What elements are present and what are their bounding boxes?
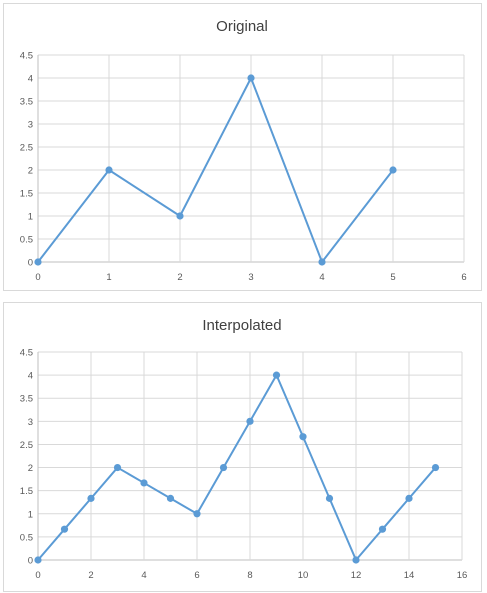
series-line (37, 374, 437, 561)
y-tick-label: 2.5 (20, 440, 33, 451)
y-tick-label: 0 (28, 258, 33, 269)
data-point (272, 371, 281, 379)
y-tick-label: 3 (28, 120, 33, 131)
data-point (219, 463, 228, 472)
x-tick-label: 0 (35, 570, 40, 581)
x-tick-label: 3 (248, 272, 253, 283)
chart-interpolated-svg: Interpolated 0 0.5 1 1.5 2 2.5 3 3.5 4 4.5 0 2 4 6 8 10… (20, 317, 468, 581)
data-point (34, 258, 42, 266)
data-point (299, 433, 307, 441)
data-point (176, 212, 184, 220)
data-point (34, 556, 42, 564)
data-point (113, 463, 122, 472)
data-point (378, 525, 387, 533)
x-tick-label: 6 (194, 570, 199, 581)
x-tick-label: 4 (141, 570, 146, 581)
x-tick-label: 1 (106, 272, 111, 283)
y-tick-label: 3 (28, 417, 33, 428)
chart-original-svg: Original 0 0.5 1 1.5 2 2.5 3 3.5 4 4.5 0 1 2 3 4 5 6 (20, 18, 467, 283)
x-tick-label: 12 (351, 570, 362, 581)
y-tick-label: 2 (28, 463, 33, 474)
data-point (60, 525, 69, 533)
y-tick-label: 4.5 (20, 348, 33, 359)
y-tick-label: 1 (28, 509, 33, 520)
x-tick-label: 4 (319, 272, 324, 283)
x-tick-label: 16 (457, 570, 468, 581)
data-point (246, 417, 254, 425)
x-tick-label: 6 (461, 272, 466, 283)
data-point (405, 494, 413, 502)
y-tick-label: 3.5 (20, 97, 33, 108)
x-tick-label: 14 (404, 570, 415, 581)
data-point (389, 166, 397, 174)
data-point (193, 510, 201, 518)
x-tick-label: 10 (298, 570, 309, 581)
y-tick-label: 1 (28, 212, 33, 223)
y-tick-label: 1.5 (20, 486, 33, 497)
data-point (105, 166, 113, 174)
series-line (37, 77, 394, 263)
data-point (140, 479, 148, 487)
data-point (166, 494, 175, 502)
data-point (352, 556, 360, 564)
y-tick-label: 4 (28, 74, 33, 85)
y-tick-label: 0.5 (20, 532, 33, 543)
chart-title: Original (216, 18, 268, 35)
x-tick-label: 2 (88, 570, 93, 581)
chart-original: Original 0 0.5 1 1.5 2 2.5 3 3.5 4 4.5 0 1 2 3 4 5 6 (3, 3, 482, 291)
data-point (325, 494, 334, 502)
x-tick-label: 8 (247, 570, 252, 581)
x-tick-label: 0 (35, 272, 40, 283)
y-tick-label: 2 (28, 166, 33, 177)
y-tick-label: 3.5 (20, 394, 33, 405)
data-point (247, 74, 255, 82)
y-tick-label: 0 (28, 556, 33, 567)
data-point (318, 258, 326, 266)
data-point (87, 494, 95, 502)
y-tick-label: 1.5 (20, 189, 33, 200)
chart-interpolated: Interpolated 0 0.5 1 1.5 2 2.5 3 3.5 4 4.5 0 2 4 6 8 10… (3, 302, 482, 592)
x-tick-label: 2 (177, 272, 182, 283)
y-tick-label: 4.5 (20, 51, 33, 62)
data-point (431, 463, 440, 472)
chart-title: Interpolated (202, 317, 281, 334)
y-tick-label: 0.5 (20, 235, 33, 246)
y-tick-label: 2.5 (20, 143, 33, 154)
y-tick-label: 4 (28, 371, 33, 382)
x-tick-label: 5 (390, 272, 395, 283)
